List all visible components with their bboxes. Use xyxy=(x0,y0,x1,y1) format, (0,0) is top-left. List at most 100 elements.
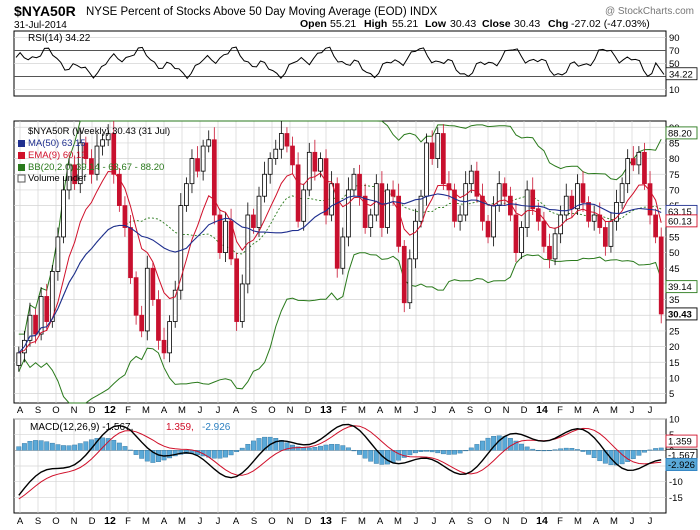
high-label: High xyxy=(364,18,387,30)
macd-hist-bar xyxy=(245,444,251,451)
candle xyxy=(312,151,318,172)
candle xyxy=(44,296,50,322)
macd-hist-bar xyxy=(390,450,396,463)
macd-legend: MACD(12,26,9) -1.567, 1.359, -2.926 xyxy=(30,422,231,433)
rsi-tag-box xyxy=(665,67,698,81)
macd-hist-bar xyxy=(535,450,541,452)
candle xyxy=(161,339,167,354)
macd-x-label: 14 xyxy=(536,515,548,527)
candle xyxy=(178,205,184,291)
macd-hist-bar xyxy=(172,450,178,457)
candle xyxy=(156,299,161,341)
candle xyxy=(38,296,44,335)
macd-hist-bar xyxy=(295,446,301,451)
candle xyxy=(418,195,424,222)
price-x-label: A xyxy=(377,405,384,416)
rsi-tick-label: 10 xyxy=(669,85,680,96)
macd-hist-bar xyxy=(401,450,407,458)
price-axis: 51015202530354045505560657075808590 xyxy=(669,123,680,400)
macd-panel: -15-10-50510 MACD(12,26,9) -1.567, 1.359… xyxy=(13,415,698,514)
low-label: Low xyxy=(425,18,447,30)
macd-x-label: J xyxy=(216,516,221,527)
price-x-label: J xyxy=(648,405,653,416)
macd-line xyxy=(18,423,662,496)
macd-hist-bar xyxy=(301,447,307,451)
macd-hist-bar xyxy=(530,448,536,451)
macd-hist-bar xyxy=(334,444,340,451)
macd-hist-bar xyxy=(21,443,27,451)
macd-hist-bar xyxy=(485,437,491,451)
price-tick-label: 80 xyxy=(669,154,680,165)
candle xyxy=(591,214,597,222)
macd-tag-box xyxy=(665,434,698,448)
candle xyxy=(273,148,279,159)
macd-hist-bar xyxy=(418,450,424,452)
macd-hist-bar xyxy=(111,439,117,451)
low-value: 30.43 xyxy=(450,18,476,30)
price-legend: $NYA50R (Weekly) 30.43 (31 Jul) MA(50) 6… xyxy=(17,126,170,184)
rsi-tick-label: 90 xyxy=(669,33,680,44)
rsi-value-tag: 34.22 xyxy=(665,67,698,81)
macd-x-label: F xyxy=(557,516,563,527)
open-value: 55.21 xyxy=(330,18,356,30)
macd-hist-bar xyxy=(116,442,122,451)
price-grid xyxy=(14,121,666,403)
price-tick-label: 75 xyxy=(669,170,680,181)
macd-hist-bar xyxy=(563,447,569,451)
candle xyxy=(284,133,290,147)
macd-legend-hist: -2.926 xyxy=(202,422,231,433)
macd-tick-label: -10 xyxy=(669,477,683,488)
macd-hist-bar xyxy=(250,440,256,451)
macd-hist-bar xyxy=(66,445,72,451)
macd-x-label: O xyxy=(484,516,491,527)
bb-middle-line xyxy=(18,184,662,354)
candle xyxy=(413,220,418,260)
macd-hist-bar xyxy=(44,441,50,451)
price-x-label: S xyxy=(35,405,41,416)
candle xyxy=(111,133,117,175)
candle xyxy=(524,189,530,228)
price-tick-label: 50 xyxy=(669,248,680,259)
candle xyxy=(407,258,413,304)
candle xyxy=(128,227,133,279)
macd-hist-bar xyxy=(474,444,480,451)
candle xyxy=(580,183,586,203)
watermark: @ StockCharts.com xyxy=(605,6,694,17)
legend-ma: MA(50) 63.15 xyxy=(28,138,86,149)
candle xyxy=(368,214,374,228)
ma-line xyxy=(18,193,662,354)
price-x-label: A xyxy=(593,405,600,416)
price-x-label: J xyxy=(198,405,203,416)
macd-hist-bar xyxy=(61,445,66,451)
macd-hist-bar xyxy=(368,450,374,462)
macd-hist-bar xyxy=(256,438,262,451)
macd-hist-bar xyxy=(278,440,284,451)
macd-hist-bar xyxy=(234,450,240,453)
macd-hist-bar xyxy=(457,450,463,454)
candle xyxy=(262,173,267,197)
price-x-label: M xyxy=(610,405,618,416)
candle xyxy=(563,195,569,216)
candle xyxy=(480,195,485,222)
macd-value-tags: 1.359 -1.567-2.926 xyxy=(665,434,698,471)
candle xyxy=(267,158,273,175)
close-label: Close xyxy=(482,18,511,30)
open-label: Open xyxy=(300,18,327,30)
price-tag-text: 88.20 xyxy=(668,128,692,139)
candle xyxy=(468,170,474,185)
rsi-legend: RSI(14) 34.22 xyxy=(28,33,91,44)
chart-symbol: $NYA50R xyxy=(14,3,76,19)
candle xyxy=(452,189,457,222)
macd-hist-bar xyxy=(16,446,22,451)
price-x-label: 13 xyxy=(320,404,332,416)
price-candles xyxy=(16,121,664,372)
candle xyxy=(301,189,307,222)
legend-volume-swatch xyxy=(17,174,26,183)
macd-hist-bar xyxy=(77,443,83,451)
candle xyxy=(195,158,200,172)
macd-hist-bar xyxy=(49,442,55,451)
candle xyxy=(535,208,541,222)
macd-histogram xyxy=(16,435,664,466)
legend-ema-swatch xyxy=(18,152,25,159)
